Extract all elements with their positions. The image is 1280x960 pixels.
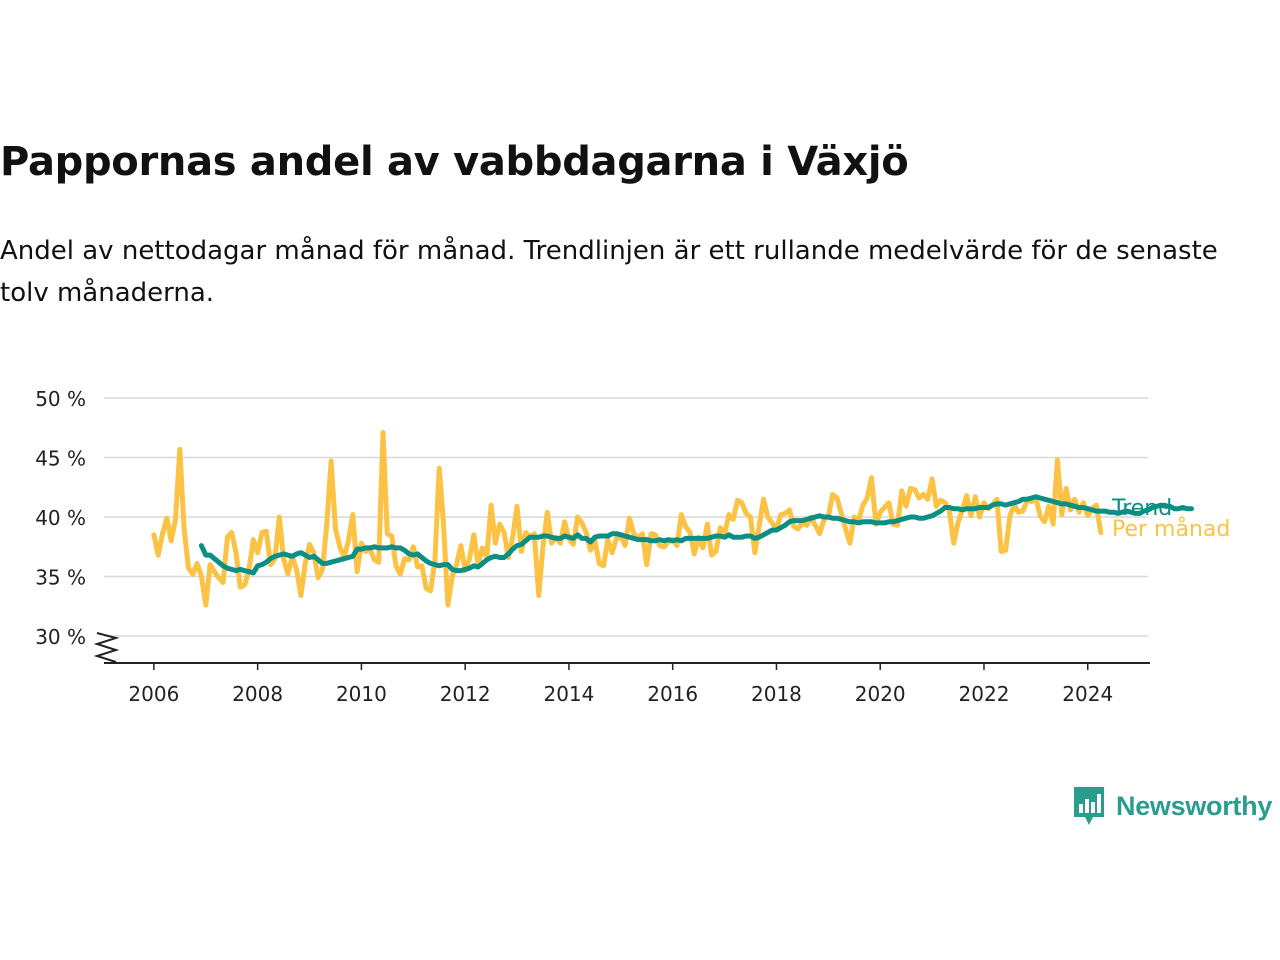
chart-subtitle: Andel av nettodagar månad för månad. Tre… bbox=[0, 236, 1218, 308]
brand-logo: Newsworthy bbox=[1072, 785, 1272, 827]
x-tick-label: 2014 bbox=[543, 682, 594, 706]
y-tick-label: 35 % bbox=[35, 566, 86, 590]
x-tick-label: 2020 bbox=[855, 682, 906, 706]
y-tick-label: 40 % bbox=[35, 506, 86, 530]
x-tick-label: 2010 bbox=[336, 682, 387, 706]
x-tick-label: 2008 bbox=[232, 682, 283, 706]
y-tick-label: 30 % bbox=[35, 625, 86, 649]
x-tick-label: 2024 bbox=[1062, 682, 1113, 706]
axis-break-icon bbox=[93, 632, 120, 663]
series-label-trend: Trend bbox=[1111, 496, 1172, 521]
line-chart: 30 % 35 % 40 % 45 % 50 % 2006 2008 2010 2012 201… bbox=[35, 387, 1230, 706]
newsworthy-logo-icon bbox=[1074, 787, 1104, 825]
x-axis: 2006 2008 2010 2012 2014 2016 2018 2020 2022 2024 bbox=[104, 662, 1150, 706]
x-tick-label: 2016 bbox=[647, 682, 698, 706]
x-tick-label: 2022 bbox=[959, 682, 1010, 706]
series-line-per-manad bbox=[151, 430, 1104, 608]
grid-lines bbox=[104, 397, 1148, 637]
x-tick-label: 2012 bbox=[440, 682, 491, 706]
x-tick-label: 2006 bbox=[128, 682, 179, 706]
series-lines bbox=[151, 430, 1194, 608]
series-line-trend bbox=[198, 494, 1194, 576]
y-axis-ticks: 30 % 35 % 40 % 45 % 50 % bbox=[35, 387, 86, 649]
brand-name: Newsworthy bbox=[1116, 790, 1273, 821]
y-tick-label: 50 % bbox=[35, 387, 86, 411]
series-label-per-manad: Per månad bbox=[1112, 516, 1230, 542]
x-tick-label: 2018 bbox=[751, 682, 802, 706]
y-tick-label: 45 % bbox=[35, 447, 86, 471]
page-title: Pappornas andel av vabbdagarna i Växjö bbox=[0, 139, 909, 185]
